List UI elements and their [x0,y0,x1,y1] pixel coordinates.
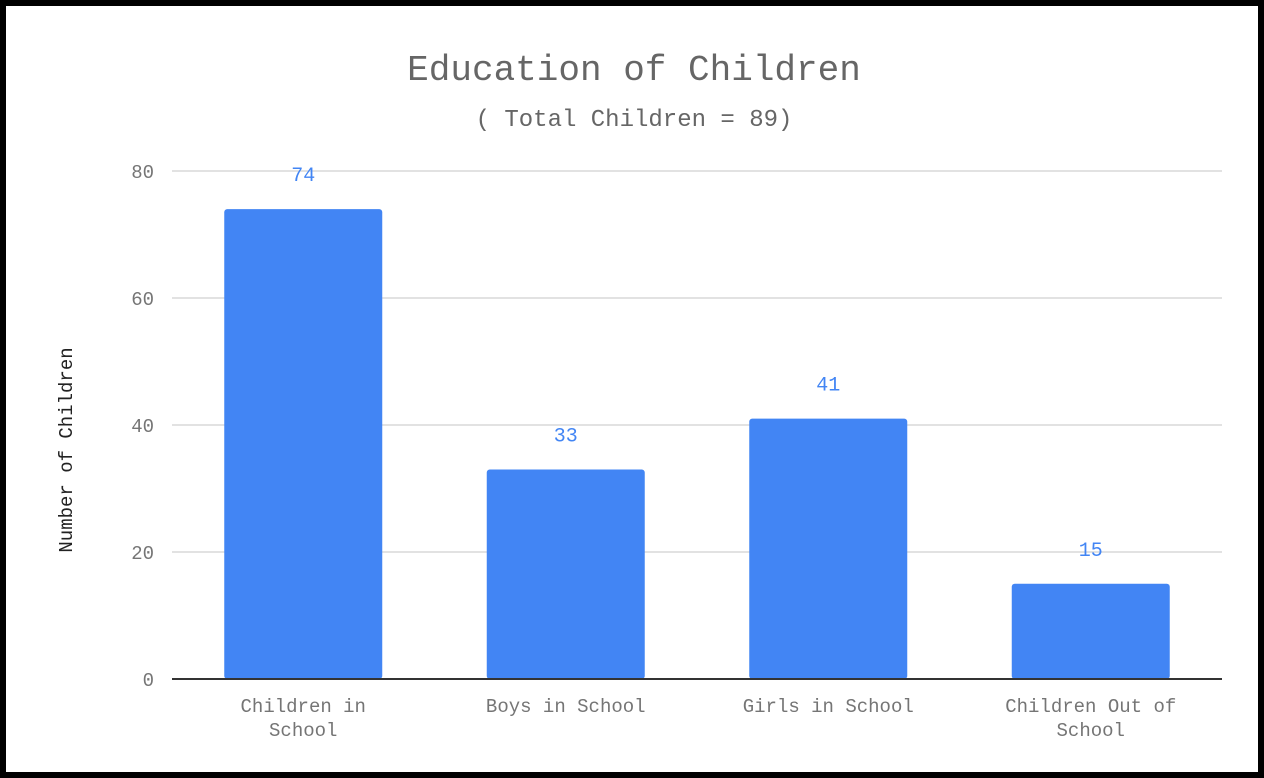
y-tick-label: 40 [131,416,154,438]
chart-subtitle: ( Total Children = 89) [476,107,793,134]
bar-value-label: 41 [816,375,840,398]
x-tick-label: Girls in School [743,696,914,718]
x-tick-label-line: Children Out of [1005,696,1176,718]
chart-title: Education of Children [407,50,861,91]
bar [224,209,383,679]
bar [1011,583,1170,679]
bar [486,469,645,679]
data-labels: 74 33 41 15 [291,165,1103,563]
y-tick-label: 80 [131,162,154,184]
y-tick-label: 20 [131,543,154,565]
x-tick-label: Boys in School [486,696,646,718]
bar-value-label: 15 [1079,540,1103,563]
y-axis-ticks: 0 20 40 60 80 [131,162,154,692]
x-tick-label-line: Boys in School [486,696,646,718]
bar [749,418,908,679]
x-tick-label-line: Girls in School [743,696,914,718]
bar-value-label: 33 [554,425,578,448]
y-tick-label: 60 [131,289,154,311]
x-tick-label-line: Children in [241,696,366,718]
bars [224,209,1170,679]
x-tick-label-line: School [269,720,337,742]
bar-value-label: 74 [291,165,315,188]
y-tick-label: 0 [143,670,154,692]
x-tick-label-line: School [1057,720,1125,742]
y-axis-label: Number of Children [56,347,78,552]
